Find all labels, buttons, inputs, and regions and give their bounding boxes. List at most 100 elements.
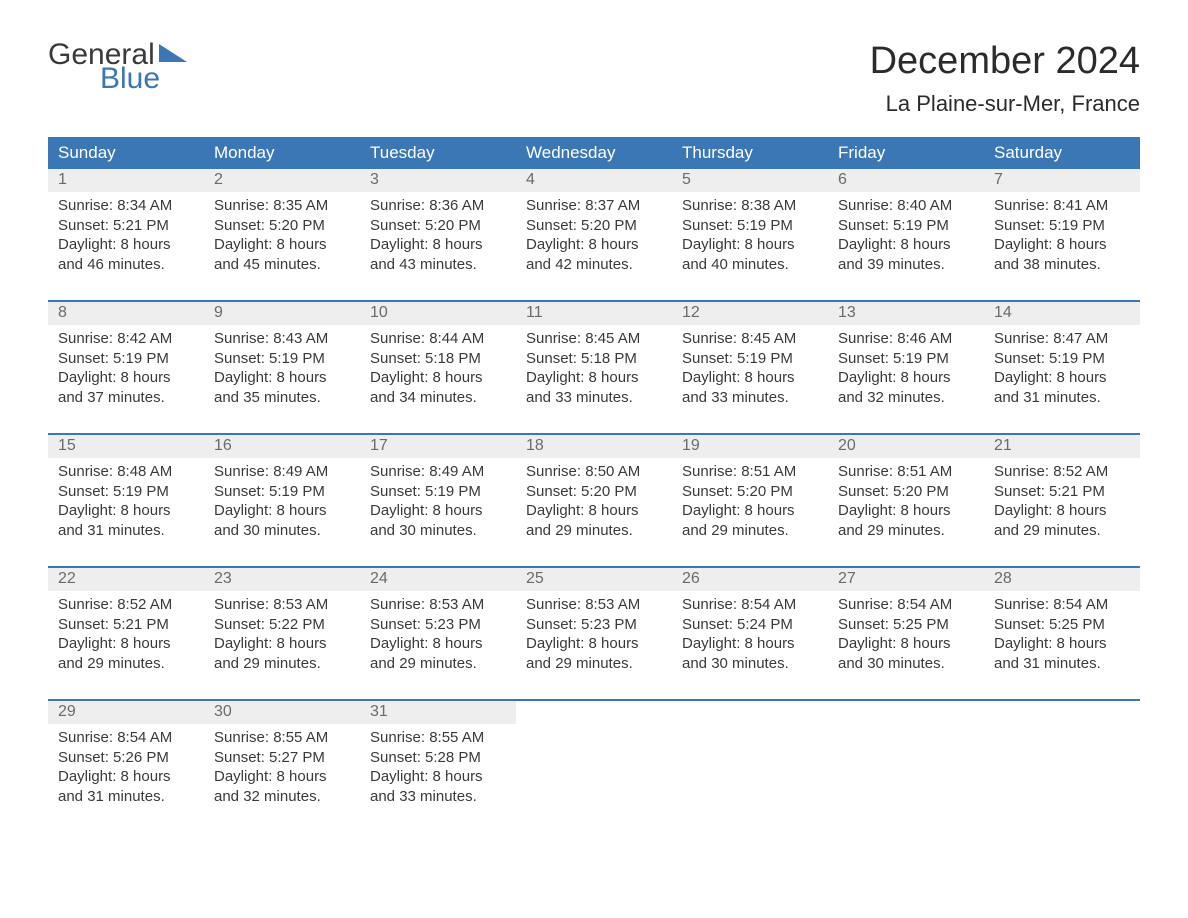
daylight-line-2: and 31 minutes.	[58, 787, 194, 807]
day-content-cell: Sunrise: 8:54 AMSunset: 5:25 PMDaylight:…	[828, 591, 984, 700]
day-content-cell: Sunrise: 8:54 AMSunset: 5:26 PMDaylight:…	[48, 724, 204, 832]
daylight-line-2: and 29 minutes.	[682, 521, 818, 541]
day-content-cell: Sunrise: 8:35 AMSunset: 5:20 PMDaylight:…	[204, 192, 360, 301]
sunrise-line: Sunrise: 8:55 AM	[214, 728, 350, 748]
daylight-line-2: and 30 minutes.	[370, 521, 506, 541]
day-header: Monday	[204, 137, 360, 169]
day-content-cell: Sunrise: 8:52 AMSunset: 5:21 PMDaylight:…	[48, 591, 204, 700]
daylight-line-1: Daylight: 8 hours	[58, 235, 194, 255]
sunrise-line: Sunrise: 8:52 AM	[58, 595, 194, 615]
day-header: Sunday	[48, 137, 204, 169]
day-content-cell: Sunrise: 8:52 AMSunset: 5:21 PMDaylight:…	[984, 458, 1140, 567]
sunrise-line: Sunrise: 8:43 AM	[214, 329, 350, 349]
sunset-line: Sunset: 5:19 PM	[994, 349, 1130, 369]
daylight-line-2: and 29 minutes.	[838, 521, 974, 541]
day-content-cell: Sunrise: 8:55 AMSunset: 5:28 PMDaylight:…	[360, 724, 516, 832]
day-content-cell: Sunrise: 8:36 AMSunset: 5:20 PMDaylight:…	[360, 192, 516, 301]
sunrise-line: Sunrise: 8:37 AM	[526, 196, 662, 216]
sunset-line: Sunset: 5:19 PM	[682, 349, 818, 369]
sunset-line: Sunset: 5:19 PM	[370, 482, 506, 502]
sunset-line: Sunset: 5:28 PM	[370, 748, 506, 768]
daylight-line-2: and 29 minutes.	[370, 654, 506, 674]
sunset-line: Sunset: 5:19 PM	[994, 216, 1130, 236]
day-number-cell: 2	[204, 169, 360, 192]
day-number-cell: 1	[48, 169, 204, 192]
sunset-line: Sunset: 5:27 PM	[214, 748, 350, 768]
day-header: Saturday	[984, 137, 1140, 169]
daylight-line-2: and 43 minutes.	[370, 255, 506, 275]
sunset-line: Sunset: 5:23 PM	[370, 615, 506, 635]
day-number-cell: 8	[48, 301, 204, 325]
sunset-line: Sunset: 5:19 PM	[682, 216, 818, 236]
daylight-line-1: Daylight: 8 hours	[214, 767, 350, 787]
daylight-line-1: Daylight: 8 hours	[370, 767, 506, 787]
day-number-cell: 25	[516, 567, 672, 591]
daylight-line-2: and 39 minutes.	[838, 255, 974, 275]
sunset-line: Sunset: 5:20 PM	[214, 216, 350, 236]
daylight-line-1: Daylight: 8 hours	[838, 368, 974, 388]
day-content-cell: Sunrise: 8:53 AMSunset: 5:23 PMDaylight:…	[516, 591, 672, 700]
sunset-line: Sunset: 5:20 PM	[682, 482, 818, 502]
daylight-line-2: and 33 minutes.	[370, 787, 506, 807]
day-number-cell: 11	[516, 301, 672, 325]
sunrise-line: Sunrise: 8:52 AM	[994, 462, 1130, 482]
sunset-line: Sunset: 5:23 PM	[526, 615, 662, 635]
day-content-cell: Sunrise: 8:51 AMSunset: 5:20 PMDaylight:…	[672, 458, 828, 567]
daylight-line-1: Daylight: 8 hours	[214, 501, 350, 521]
day-content-cell: Sunrise: 8:50 AMSunset: 5:20 PMDaylight:…	[516, 458, 672, 567]
sunrise-line: Sunrise: 8:54 AM	[58, 728, 194, 748]
daylight-line-1: Daylight: 8 hours	[526, 634, 662, 654]
day-content-cell: Sunrise: 8:48 AMSunset: 5:19 PMDaylight:…	[48, 458, 204, 567]
sunrise-line: Sunrise: 8:48 AM	[58, 462, 194, 482]
day-number-cell: 23	[204, 567, 360, 591]
day-number-cell: 30	[204, 700, 360, 724]
day-content-cell: Sunrise: 8:49 AMSunset: 5:19 PMDaylight:…	[360, 458, 516, 567]
sunset-line: Sunset: 5:19 PM	[58, 482, 194, 502]
sunrise-line: Sunrise: 8:45 AM	[682, 329, 818, 349]
daylight-line-1: Daylight: 8 hours	[58, 501, 194, 521]
daylight-line-2: and 46 minutes.	[58, 255, 194, 275]
day-number-cell: 15	[48, 434, 204, 458]
sunset-line: Sunset: 5:20 PM	[370, 216, 506, 236]
sunrise-line: Sunrise: 8:55 AM	[370, 728, 506, 748]
sunrise-line: Sunrise: 8:54 AM	[838, 595, 974, 615]
daylight-line-1: Daylight: 8 hours	[838, 634, 974, 654]
day-number-cell: 21	[984, 434, 1140, 458]
sunset-line: Sunset: 5:18 PM	[370, 349, 506, 369]
sunset-line: Sunset: 5:20 PM	[526, 482, 662, 502]
empty-cell	[984, 700, 1140, 724]
daylight-line-1: Daylight: 8 hours	[526, 235, 662, 255]
day-content-cell: Sunrise: 8:55 AMSunset: 5:27 PMDaylight:…	[204, 724, 360, 832]
logo-triangle-icon	[159, 44, 187, 62]
day-header: Friday	[828, 137, 984, 169]
daylight-line-1: Daylight: 8 hours	[214, 235, 350, 255]
daylight-line-1: Daylight: 8 hours	[370, 235, 506, 255]
sunset-line: Sunset: 5:25 PM	[994, 615, 1130, 635]
daylight-line-1: Daylight: 8 hours	[682, 368, 818, 388]
day-content-cell: Sunrise: 8:46 AMSunset: 5:19 PMDaylight:…	[828, 325, 984, 434]
sunset-line: Sunset: 5:19 PM	[58, 349, 194, 369]
day-number-cell: 14	[984, 301, 1140, 325]
day-number-cell: 10	[360, 301, 516, 325]
daylight-line-2: and 32 minutes.	[838, 388, 974, 408]
daylight-line-1: Daylight: 8 hours	[214, 368, 350, 388]
day-number-cell: 28	[984, 567, 1140, 591]
daylight-line-1: Daylight: 8 hours	[526, 368, 662, 388]
location-subtitle: La Plaine-sur-Mer, France	[870, 91, 1140, 117]
sunset-line: Sunset: 5:20 PM	[526, 216, 662, 236]
empty-cell	[828, 700, 984, 724]
day-content-cell: Sunrise: 8:42 AMSunset: 5:19 PMDaylight:…	[48, 325, 204, 434]
sunset-line: Sunset: 5:19 PM	[214, 482, 350, 502]
sunrise-line: Sunrise: 8:45 AM	[526, 329, 662, 349]
sunrise-line: Sunrise: 8:35 AM	[214, 196, 350, 216]
daylight-line-1: Daylight: 8 hours	[370, 634, 506, 654]
sunrise-line: Sunrise: 8:53 AM	[526, 595, 662, 615]
daylight-line-2: and 33 minutes.	[682, 388, 818, 408]
day-content-cell: Sunrise: 8:41 AMSunset: 5:19 PMDaylight:…	[984, 192, 1140, 301]
day-content-cell: Sunrise: 8:51 AMSunset: 5:20 PMDaylight:…	[828, 458, 984, 567]
page-header: General Blue December 2024 La Plaine-sur…	[48, 40, 1140, 131]
sunset-line: Sunset: 5:19 PM	[838, 216, 974, 236]
sunrise-line: Sunrise: 8:38 AM	[682, 196, 818, 216]
calendar-header-row: SundayMondayTuesdayWednesdayThursdayFrid…	[48, 137, 1140, 169]
sunset-line: Sunset: 5:19 PM	[838, 349, 974, 369]
